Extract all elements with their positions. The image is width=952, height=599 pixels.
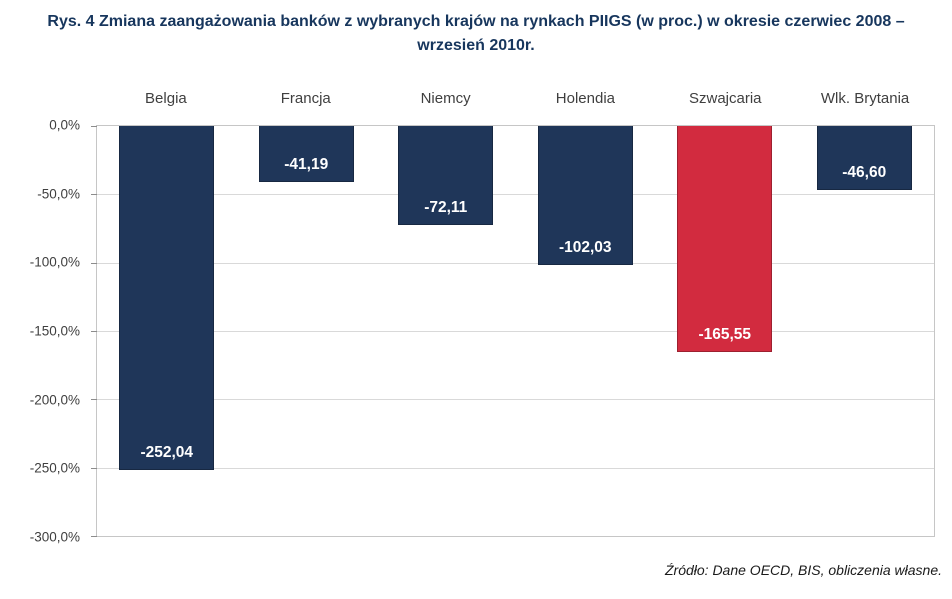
y-tick-label: -50,0% [37, 186, 80, 202]
bar-value-label: -72,11 [424, 198, 468, 216]
gridline [97, 194, 934, 196]
category-label: Wlk. Brytania [820, 90, 910, 107]
y-axis-labels: 0,0% -50,0% -100,0% -150,0% -200,0% -250,0% -3… [0, 118, 88, 545]
bar-value-label: -46,60 [842, 163, 887, 181]
bar: -46,60 [816, 126, 912, 190]
y-tick-mark [91, 331, 97, 332]
source-note: Źródło: Dane OECD, BIS, obliczenia własn… [664, 562, 942, 578]
category-label: Francja [280, 90, 331, 107]
category-label: Niemcy [420, 90, 471, 107]
category-label: Holendia [555, 90, 616, 107]
y-tick-mark [91, 262, 97, 264]
gridline [97, 467, 934, 469]
y-tick-mark [91, 194, 97, 196]
y-tick-label: -100,0% [29, 254, 80, 270]
bar: -72,11 [398, 126, 494, 225]
y-tick-label: -150,0% [29, 323, 80, 339]
y-tick-mark [91, 536, 97, 537]
plot-area: -252,04 -41,19 -72,11 -102,03 -165,55 -46,60 [91, 125, 935, 537]
x-axis-labels: Belgia Francja Niemcy Holendia Szwajcaria Wlk… [96, 90, 935, 112]
y-tick-label: -300,0% [29, 529, 80, 545]
y-tick-mark [91, 399, 97, 401]
bar: -102,03 [537, 126, 633, 266]
gridline [97, 331, 934, 332]
y-tick-label: -200,0% [29, 392, 80, 408]
bar-value-label: -165,55 [698, 326, 752, 344]
y-tick-mark [91, 126, 97, 127]
bar-value-label: -41,19 [284, 156, 329, 174]
y-tick-label: 0,0% [49, 117, 80, 133]
category-label: Szwajcaria [688, 90, 762, 107]
bar: -252,04 [119, 126, 215, 471]
bar: -41,19 [258, 126, 354, 183]
gridline [97, 399, 934, 401]
bar-value-label: -252,04 [140, 444, 194, 462]
bar-value-label: -102,03 [558, 239, 612, 257]
bar: -165,55 [677, 126, 773, 353]
category-label: Belgia [145, 90, 187, 107]
y-tick-mark [91, 467, 97, 469]
chart-title: Rys. 4 Zmiana zaangażowania banków z wyb… [47, 13, 905, 54]
y-tick-label: -250,0% [29, 460, 80, 476]
gridline [97, 262, 934, 264]
